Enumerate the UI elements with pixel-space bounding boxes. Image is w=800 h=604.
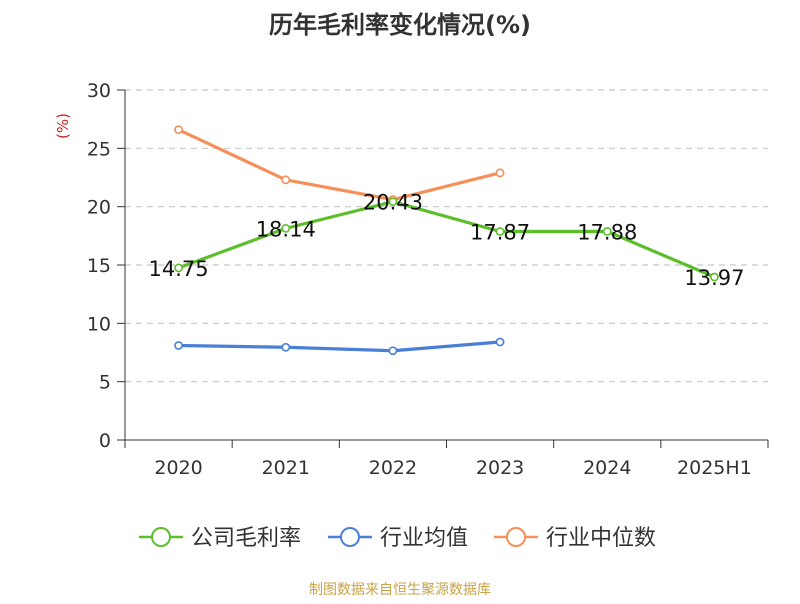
data-label: 17.87 xyxy=(470,221,530,245)
data-point xyxy=(495,227,505,236)
legend-marker xyxy=(506,527,526,547)
data-label: 17.88 xyxy=(577,220,637,244)
data-label: 14.75 xyxy=(149,257,209,281)
x-tick-label: 2022 xyxy=(369,457,417,479)
grid-lines xyxy=(125,89,768,383)
y-tick-label: 5 xyxy=(99,372,111,394)
data-point xyxy=(281,223,291,233)
data-point xyxy=(602,226,612,236)
source-text: 制图数据来自恒生聚源数据库 xyxy=(309,582,491,598)
legend-item[interactable]: 行业均值 xyxy=(328,526,468,551)
y-tick-label: 0 xyxy=(99,430,111,452)
y-tick-label: 20 xyxy=(87,197,111,219)
data-label: 20.43 xyxy=(363,191,423,215)
series-line xyxy=(176,200,717,279)
data-label: 18.14 xyxy=(256,217,316,241)
y-tick-label: 30 xyxy=(87,80,111,102)
legend-item[interactable]: 行业中位数 xyxy=(494,526,656,551)
y-tick-label: 25 xyxy=(87,138,111,160)
data-point xyxy=(174,125,183,135)
x-tick-label: 2023 xyxy=(476,457,524,479)
data-point xyxy=(281,342,291,352)
legend-marker xyxy=(340,527,360,547)
series-layer xyxy=(174,125,719,356)
data-point xyxy=(388,197,398,207)
legend-marker xyxy=(151,527,171,547)
y-tick-label: 15 xyxy=(87,255,111,277)
data-point xyxy=(174,263,183,273)
y-axis-label: (%) xyxy=(54,113,72,139)
data-point xyxy=(174,341,183,350)
data-point xyxy=(495,168,505,178)
chart-title: 历年毛利率变化情况(%) xyxy=(269,11,531,39)
x-tick-label: 2020 xyxy=(154,457,202,479)
x-tick-label: 2025H1 xyxy=(677,457,752,479)
legend-item[interactable]: 公司毛利率 xyxy=(139,526,301,551)
legend-label: 行业均值 xyxy=(380,526,468,551)
legend-label: 公司毛利率 xyxy=(191,526,301,551)
data-labels: 14.75 18.14 20.43 17.87 17.88 13.97 xyxy=(149,191,745,290)
data-point xyxy=(495,337,505,347)
data-point xyxy=(281,175,291,185)
legend-label: 行业中位数 xyxy=(546,526,656,551)
y-tick-label: 10 xyxy=(87,313,111,335)
data-point xyxy=(710,272,719,282)
series-line xyxy=(176,128,502,202)
legend: 公司毛利率 行业均值 行业中位数 xyxy=(139,526,656,551)
series-line xyxy=(176,340,502,353)
data-label: 13.97 xyxy=(684,266,744,290)
axes: 0 5 10 15 20 25 30 2020 2021 2022 2023 2024 2025H1 xyxy=(87,80,769,479)
x-tick-label: 2024 xyxy=(583,457,631,479)
x-tick-label: 2021 xyxy=(262,457,310,479)
data-point xyxy=(388,346,398,356)
